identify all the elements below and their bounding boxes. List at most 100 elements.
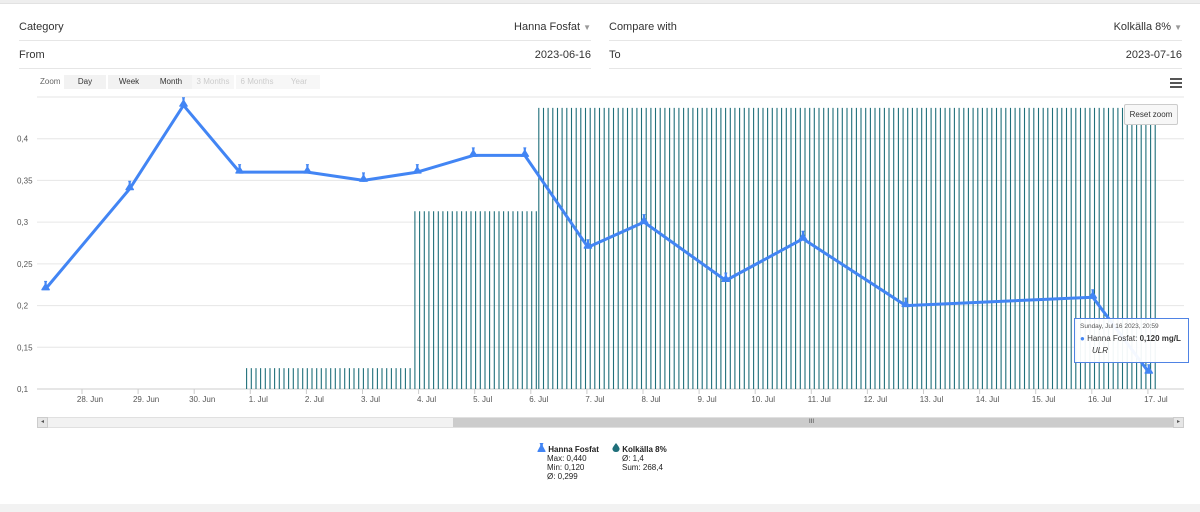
- x-tick-label: 2. Jul: [305, 395, 324, 404]
- y-tick-label: 0,35: [17, 176, 33, 185]
- tooltip-series-line: ● Hanna Fosfat: 0,120 mg/L: [1080, 334, 1183, 343]
- top-border: [0, 0, 1200, 4]
- zoom-label: Zoom: [40, 77, 61, 86]
- chevron-down-icon: ▼: [1174, 23, 1182, 32]
- navigator-scrollbar[interactable]: ◂ III ▸: [37, 417, 1184, 428]
- bottom-border: [0, 504, 1200, 512]
- flask-marker-icon: [125, 180, 135, 191]
- y-tick-label: 0,3: [17, 218, 29, 227]
- category-label: Category: [19, 21, 64, 33]
- x-tick-label: 30. Jun: [189, 395, 215, 404]
- hanna-fosfat-series: [41, 97, 1154, 374]
- tooltip-value: 0,120 mg/L: [1139, 334, 1181, 343]
- x-tick-label: 1. Jul: [249, 395, 268, 404]
- legend-hanna-min: Min: 0,120: [547, 463, 585, 472]
- legend-hanna-name: Hanna Fosfat: [548, 445, 599, 454]
- scroll-right-arrow-icon[interactable]: ▸: [1173, 417, 1184, 428]
- drop-icon: [612, 443, 620, 452]
- flask-shape: [359, 172, 368, 182]
- x-tick-label: 14. Jul: [976, 395, 1000, 404]
- flask-shape: [468, 147, 478, 157]
- flask-marker-icon: [798, 230, 808, 241]
- x-tick-label: 15. Jul: [1032, 395, 1056, 404]
- tooltip-date: Sunday, Jul 16 2023, 20:59: [1080, 323, 1159, 330]
- x-tick-label: 28. Jun: [77, 395, 103, 404]
- x-tick-label: 11. Jul: [808, 395, 831, 404]
- zoom-month-button[interactable]: Month: [150, 75, 192, 89]
- tooltip-note: ULR: [1092, 346, 1109, 355]
- flask-marker-icon: [639, 214, 649, 224]
- zoom-day-button[interactable]: Day: [64, 75, 106, 89]
- compare-value: Kolkälla 8%: [1113, 21, 1172, 33]
- x-axis: 28. Jun 29. Jun 30. Jun 1. Jul 2. Jul 3. Jul 4…: [77, 389, 1168, 404]
- legend-hanna-max: Max: 0,440: [547, 454, 587, 463]
- compare-select[interactable]: Kolkälla 8% ▼: [1114, 21, 1182, 33]
- flask-marker-icon: [179, 97, 188, 107]
- x-tick-label: 8. Jul: [641, 395, 660, 404]
- flask-marker-icon: [1144, 364, 1154, 374]
- flask-shape: [520, 147, 530, 157]
- flask-shape: [639, 214, 649, 224]
- legend-hanna-avg: Ø: 0,299: [547, 472, 578, 481]
- hanna-fosfat-line: [44, 103, 1151, 374]
- series-dot-icon: ●: [1080, 334, 1085, 343]
- x-tick-label: 9. Jul: [698, 395, 717, 404]
- flask-shape: [583, 239, 593, 249]
- to-date-field[interactable]: 2023-07-16: [1125, 49, 1182, 61]
- x-tick-label: 7. Jul: [585, 395, 604, 404]
- x-tick-label: 16. Jul: [1088, 395, 1112, 404]
- flask-marker-icon: [468, 147, 478, 157]
- category-row[interactable]: Category Hanna Fosfat ▼: [19, 15, 591, 41]
- y-axis: 0,1 0,15 0,2 0,25 0,3 0,35 0,4: [17, 135, 33, 394]
- y-tick-label: 0,2: [17, 302, 29, 311]
- reset-zoom-button[interactable]: Reset zoom: [1124, 104, 1178, 125]
- legend-kolk-avg: Ø: 1,4: [622, 454, 644, 463]
- scrollbar-thumb[interactable]: III: [453, 418, 1173, 427]
- to-row[interactable]: To 2023-07-16: [609, 43, 1182, 69]
- category-value: Hanna Fosfat: [514, 21, 581, 33]
- hamburger-menu-icon[interactable]: [1170, 78, 1182, 88]
- legend-item-kolkalla[interactable]: Kolkälla 8% Ø: 1,4 Sum: 268,4: [612, 443, 667, 472]
- y-tick-label: 0,4: [17, 135, 29, 144]
- to-label: To: [609, 49, 621, 61]
- from-date-field[interactable]: 2023-06-16: [534, 49, 591, 61]
- zoom-week-button[interactable]: Week: [108, 75, 150, 89]
- y-tick-label: 0,1: [17, 385, 29, 394]
- x-tick-label: 3. Jul: [361, 395, 380, 404]
- from-label: From: [19, 49, 45, 61]
- x-tick-label: 29. Jun: [133, 395, 159, 404]
- flask-shape: [798, 230, 808, 241]
- chart-plot: 0,1 0,15 0,2 0,25 0,3 0,35 0,4 28. Jun 29. Jun 3…: [17, 96, 1184, 404]
- zoom-year-button[interactable]: Year: [278, 75, 320, 89]
- grip-icon: III: [809, 419, 815, 425]
- flask-shape: [1144, 364, 1154, 374]
- zoom-6-months-button[interactable]: 6 Months: [236, 75, 278, 89]
- zoom-3-months-button[interactable]: 3 Months: [192, 75, 234, 89]
- scroll-left-arrow-icon[interactable]: ◂: [37, 417, 48, 428]
- legend-kolk-name-row: Kolkälla 8%: [612, 443, 667, 454]
- x-tick-label: 5. Jul: [473, 395, 492, 404]
- legend-item-hanna-fosfat[interactable]: Hanna Fosfat Max: 0,440 Min: 0,120 Ø: 0,…: [537, 443, 599, 481]
- compare-row[interactable]: Compare with Kolkälla 8% ▼: [609, 15, 1182, 41]
- tooltip-series: Hanna Fosfat:: [1087, 334, 1138, 343]
- x-tick-label: 4. Jul: [417, 395, 436, 404]
- flask-shape: [235, 164, 244, 174]
- legend-hanna-name-row: Hanna Fosfat: [537, 443, 599, 454]
- flask-marker-icon: [721, 272, 731, 282]
- flask-shape: [125, 180, 135, 191]
- flask-marker-icon: [41, 280, 50, 291]
- flask-marker-icon: [520, 147, 530, 157]
- chart-tooltip: Sunday, Jul 16 2023, 20:59 ● Hanna Fosfa…: [1074, 318, 1189, 363]
- flask-marker-icon: [901, 297, 911, 308]
- category-select[interactable]: Hanna Fosfat ▼: [514, 21, 591, 33]
- flask-marker-icon: [235, 164, 244, 174]
- flask-marker-icon: [1088, 289, 1098, 299]
- flask-shape: [412, 164, 422, 174]
- x-tick-label: 10. Jul: [751, 395, 775, 404]
- flask-marker-icon: [583, 239, 593, 249]
- flask-shape: [1088, 289, 1098, 299]
- from-row[interactable]: From 2023-06-16: [19, 43, 591, 69]
- x-tick-label: 13. Jul: [920, 395, 944, 404]
- y-tick-label: 0,25: [17, 260, 33, 269]
- flask-shape: [179, 97, 188, 107]
